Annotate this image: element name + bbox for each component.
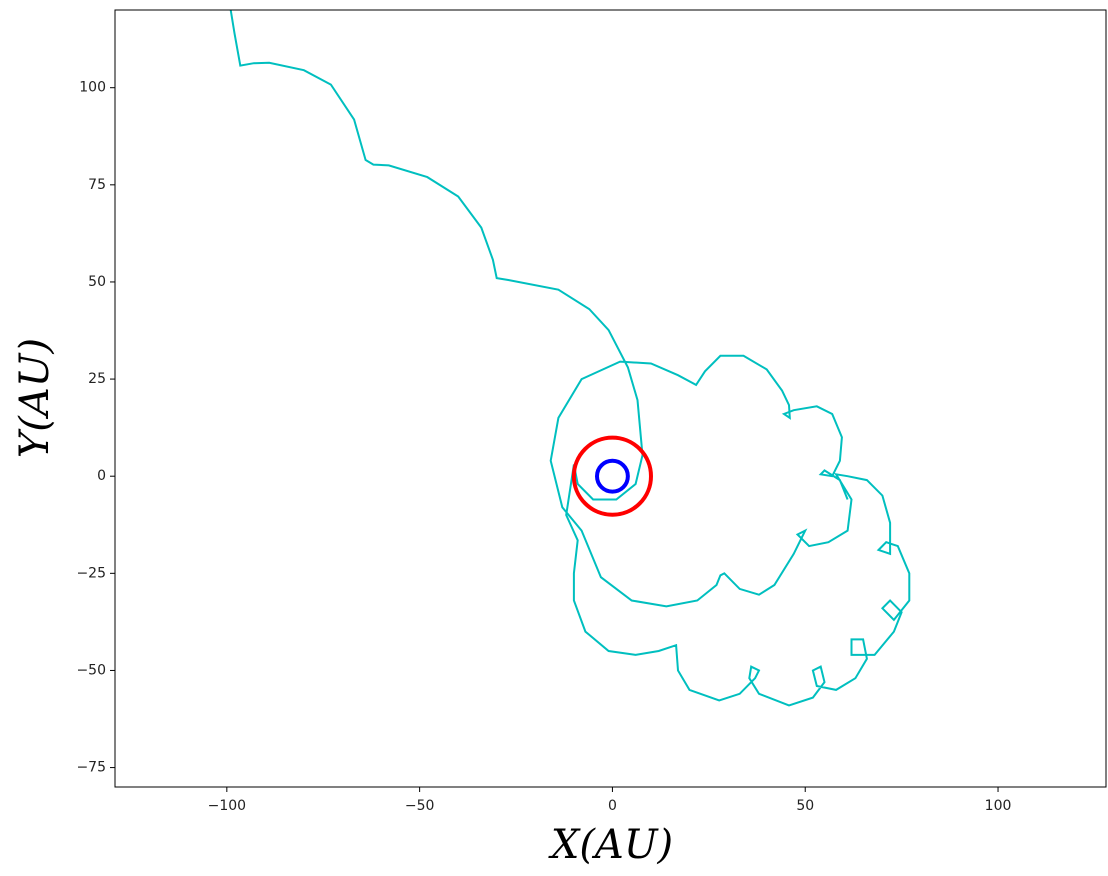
trajectory xyxy=(229,10,911,707)
y-tick-label: 75 xyxy=(88,177,106,193)
y-tick-label: −50 xyxy=(76,662,106,678)
y-tick-label: −75 xyxy=(76,760,106,776)
x-tick-label: 0 xyxy=(608,798,617,814)
orbit-circle xyxy=(595,458,630,494)
y-tick-label: 25 xyxy=(88,371,106,387)
y-tick-label: 50 xyxy=(88,274,106,290)
plot-frame xyxy=(114,9,1107,788)
y-tick-label: 100 xyxy=(79,80,106,96)
x-axis-label: X(AU) xyxy=(548,822,673,868)
x-tick-label: 100 xyxy=(985,798,1012,814)
y-tick-label: −25 xyxy=(76,565,106,581)
x-tick-label: 50 xyxy=(796,798,814,814)
y-axis-label: Y(AU) xyxy=(12,338,58,458)
orbit-circle xyxy=(571,435,653,517)
y-tick-label: 0 xyxy=(97,468,106,484)
x-tick-label: −100 xyxy=(208,798,246,814)
x-tick-label: −50 xyxy=(405,798,435,814)
